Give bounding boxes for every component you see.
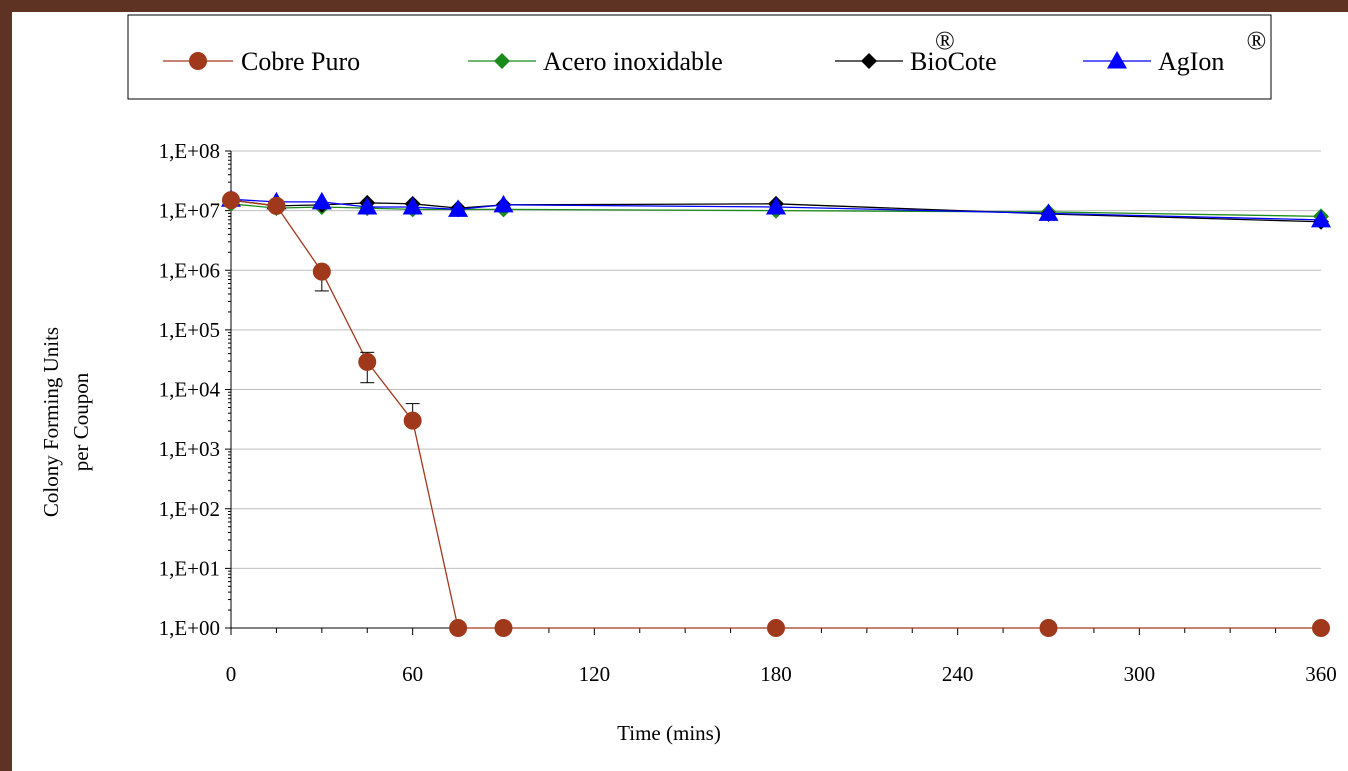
- data-point: [1311, 209, 1331, 228]
- series-agion: [221, 189, 1331, 228]
- data-point: [767, 619, 785, 637]
- data-point: [448, 199, 469, 217]
- data-point: [403, 411, 422, 430]
- y-tick-label: 1,E+06: [159, 258, 220, 282]
- y-tick-label: 1,E+05: [159, 318, 220, 342]
- series-line: [230, 199, 1321, 629]
- series-cobre-puro: [222, 191, 1330, 637]
- y-tick-label: 1,E+03: [159, 437, 220, 461]
- y-tick-label: 1,E+02: [159, 497, 220, 521]
- x-tick-label: 180: [760, 662, 792, 686]
- legend-label: BioCote: [910, 47, 997, 76]
- y-axis-title-line-1: Colony Forming Units: [39, 327, 63, 517]
- data-point: [1312, 619, 1330, 637]
- series-line: [230, 199, 1322, 223]
- axes: 1,E+00 1,E+01 1,E+02 1,E+03 1,E+04 1,E+05 1,E+…: [159, 139, 1337, 686]
- legend-box: [127, 14, 1272, 100]
- data-point: [267, 196, 286, 215]
- y-tick-label: 1,E+07: [159, 199, 220, 223]
- y-tick-label: 1,E+08: [159, 139, 220, 163]
- data-point: [311, 191, 332, 210]
- data-point: [766, 197, 786, 215]
- legend-registered-mark: ®: [1246, 26, 1266, 55]
- x-tick-label: 0: [226, 662, 237, 686]
- legend-item: BioCote®: [835, 26, 997, 76]
- series-line: [230, 198, 1322, 221]
- legend-item: AgIon ®: [1083, 26, 1266, 76]
- y-tick-label: 1,E+01: [159, 556, 220, 580]
- legend-item: Acero inoxidable: [468, 47, 723, 76]
- y-tick-label: 1,E+04: [159, 378, 221, 402]
- y-axis-title: Colony Forming Units per Coupon: [39, 327, 93, 517]
- data-point: [494, 619, 513, 637]
- x-axis-title: Time (mins): [617, 721, 721, 745]
- data-point: [358, 352, 377, 371]
- series-line: [230, 203, 1322, 218]
- legend-item: Cobre Puro: [163, 47, 360, 76]
- x-tick-label: 360: [1305, 662, 1337, 686]
- legend: Cobre Puro Acero inoxidable BioCote®AgIon®: [127, 14, 1272, 100]
- legend-label: Acero inoxidable: [543, 47, 723, 76]
- data-point: [402, 197, 423, 215]
- data-point: [357, 197, 378, 215]
- legend-marker: [861, 53, 877, 69]
- x-tick-label: 240: [942, 662, 974, 686]
- legend-marker: [189, 52, 207, 70]
- data-point: [1038, 203, 1059, 221]
- data-point: [222, 191, 240, 210]
- legend-label: Cobre Puro: [241, 47, 360, 76]
- x-tick-label: 60: [402, 662, 423, 686]
- legend-marker: [494, 53, 510, 69]
- chart-frame: 1,E+00 1,E+01 1,E+02 1,E+03 1,E+04 1,E+05 1,E+…: [12, 12, 1348, 771]
- x-tick-label: 120: [579, 662, 611, 686]
- legend-marker: [1107, 51, 1127, 69]
- data-point: [312, 262, 331, 281]
- y-axis-title-line-2: per Coupon: [69, 372, 93, 471]
- chart-svg: 1,E+00 1,E+01 1,E+02 1,E+03 1,E+04 1,E+05 1,E+…: [39, 14, 1337, 745]
- data-point: [449, 619, 468, 637]
- x-tick-label: 300: [1124, 662, 1156, 686]
- data-point: [493, 194, 514, 213]
- data-point: [1039, 619, 1058, 637]
- series-layer: [221, 189, 1331, 637]
- legend-label: AgIon: [1158, 47, 1224, 76]
- y-tick-label: 1,E+00: [159, 616, 220, 640]
- legend-registered-mark: ®: [935, 26, 955, 55]
